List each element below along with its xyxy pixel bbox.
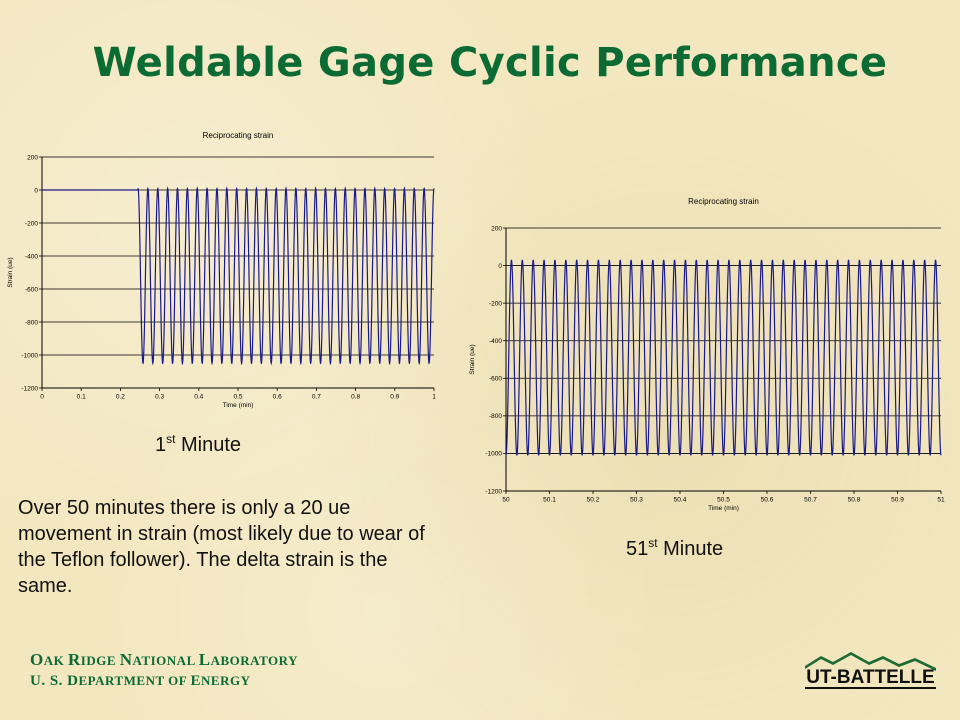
x-axis-label: Time (min) (708, 505, 739, 512)
x-tick-label: 50.6 (761, 497, 774, 504)
x-tick-label: 50.9 (891, 497, 904, 504)
y-tick-label: 0 (498, 263, 502, 270)
slide-title: Weldable Gage Cyclic Performance (92, 40, 888, 86)
x-tick-label: 50 (502, 497, 510, 504)
body-paragraph: Over 50 minutes there is only a 20 ue mo… (18, 497, 425, 597)
org-letter-l: L (198, 650, 211, 669)
x-tick-label: 50.2 (587, 497, 600, 504)
y-tick-label: 200 (27, 154, 38, 161)
chart-title: Reciprocating strain (688, 197, 759, 206)
x-tick-label: 1 (432, 394, 436, 401)
strain-series-line (505, 259, 942, 456)
caption-2-text: Minute (657, 538, 724, 560)
x-tick-label: 50.8 (848, 497, 861, 504)
strain-series-line (42, 186, 435, 366)
dept-letter-e: E (190, 673, 202, 689)
x-tick-label: 0.1 (77, 394, 86, 401)
y-tick-label: -400 (489, 338, 502, 345)
y-tick-label: -200 (25, 220, 38, 227)
ut-battelle-logo: UT-BATTELLE (803, 650, 938, 692)
y-tick-label: -1000 (21, 352, 38, 359)
x-tick-label: 0.8 (351, 394, 360, 401)
caption-1-text: Minute (175, 434, 242, 456)
org-letter-o: O (30, 650, 44, 669)
org-letter-r: R (67, 650, 81, 669)
x-tick-label: 0.5 (233, 394, 242, 401)
y-tick-label: 200 (491, 225, 502, 232)
caption-1st-minute: 1st Minute (155, 432, 242, 457)
x-tick-label: 51 (937, 497, 945, 504)
x-tick-label: 50.3 (630, 497, 643, 504)
chart-title: Reciprocating strain (203, 131, 274, 140)
mountain-logo-icon (805, 652, 936, 689)
x-tick-label: 50.5 (717, 497, 730, 504)
org-letter-n: N (119, 650, 133, 669)
chart-51st-minute: Reciprocating strain 200 0 -200 -400 -600 -800… (460, 188, 955, 523)
y-tick-label: -400 (25, 253, 38, 260)
chart-1-svg: Reciprocating strain 200 0 -200 -400 -600 -800… (7, 131, 436, 409)
x-tick-label: 0.9 (390, 394, 399, 401)
x-tick-label: 0.3 (155, 394, 164, 401)
dept-us-d: U. S. D (30, 673, 79, 689)
org-word-national: ATIONAL (132, 653, 199, 668)
org-name-line: OAK RIDGE NATIONAL LABORATORY (30, 650, 298, 670)
y-tick-label: -1200 (485, 488, 502, 495)
y-tick-label: -1200 (21, 385, 38, 392)
y-axis-label: Strain (ue) (7, 257, 14, 287)
x-tick-label: 0.4 (194, 394, 203, 401)
x-tick-label: 0.6 (273, 394, 282, 401)
y-tick-label: -800 (489, 413, 502, 420)
dept-word-department: EPARTMENT OF (78, 673, 191, 688)
caption-1-number: 1 (155, 434, 167, 456)
org-word-ridge: IDGE (80, 653, 120, 668)
x-tick-label: 0.2 (116, 394, 125, 401)
x-tick-label: 0.7 (312, 394, 321, 401)
caption-2-ordinal: st (648, 536, 658, 550)
chart-1st-minute: Reciprocating strain 200 0 -200 -400 -600 -800… (0, 120, 450, 420)
x-axis-label: Time (min) (223, 402, 254, 409)
org-word-oak: AK (43, 653, 68, 668)
y-tick-label: -600 (25, 286, 38, 293)
x-tick-label: 50.4 (674, 497, 687, 504)
x-tick-label: 50.7 (804, 497, 817, 504)
department-line: U. S. DEPARTMENT OF ENERGY (30, 672, 250, 690)
y-tick-label: -1000 (485, 451, 502, 458)
chart-2-svg: Reciprocating strain 200 0 -200 -400 -600 -800… (469, 197, 945, 512)
x-tick-label: 0 (40, 394, 44, 401)
x-tick-label: 50.1 (543, 497, 556, 504)
dept-word-energy: NERGY (201, 673, 251, 688)
caption-2-number: 51 (626, 538, 649, 560)
logo-text: UT-BATTELLE (806, 667, 935, 688)
y-axis-label: Strain (ue) (469, 344, 476, 374)
caption-1-ordinal: st (166, 432, 176, 446)
y-tick-label: -200 (489, 300, 502, 307)
y-tick-label: 0 (34, 187, 38, 194)
y-tick-label: -800 (25, 319, 38, 326)
org-word-laboratory: ABORATORY (210, 653, 298, 668)
y-tick-label: -600 (489, 376, 502, 383)
caption-51st-minute: 51st Minute (626, 536, 724, 561)
